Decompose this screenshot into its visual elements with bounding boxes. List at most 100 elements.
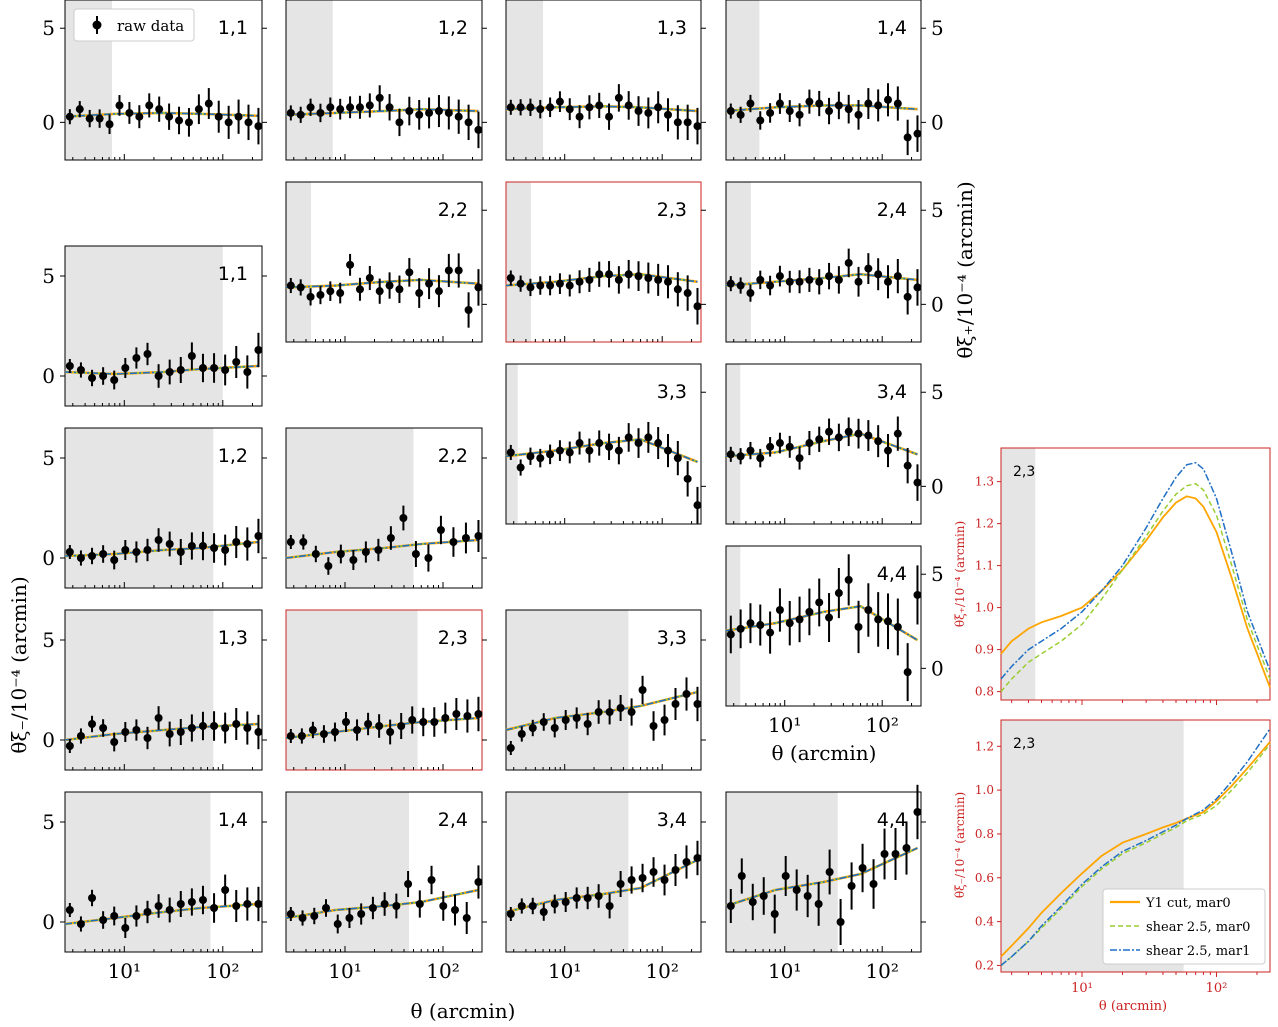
data-point (299, 538, 308, 546)
data-point (536, 281, 545, 290)
x-tick-label: 10¹ (548, 959, 581, 983)
xi-plus-panel-4-4: 4,4 0 5 10¹ 10² (725, 545, 944, 737)
data-point (165, 730, 174, 738)
data-point (214, 112, 223, 121)
data-point (854, 110, 863, 119)
y-tick-label: 0 (42, 546, 55, 570)
data-point (506, 744, 515, 752)
data-point (463, 712, 472, 720)
bin-label: 1,3 (657, 17, 687, 39)
data-point (785, 107, 794, 116)
xi-minus-panel-2-2: 2,2 (285, 427, 487, 589)
data-point (864, 264, 873, 273)
data-point (399, 514, 408, 522)
data-point (232, 358, 241, 366)
data-point (243, 724, 252, 732)
data-point (746, 99, 755, 108)
data-point (770, 910, 779, 918)
panel-frame (64, 0, 263, 161)
data-point (132, 548, 141, 556)
data-point (461, 534, 470, 542)
data-point (121, 924, 130, 932)
panel-frame (64, 427, 263, 589)
data-point (854, 429, 863, 438)
y-tick-label: 5 (931, 16, 944, 40)
data-point (903, 292, 912, 301)
data-point (683, 118, 692, 127)
data-point (575, 277, 584, 286)
x-tick-label: 10² (426, 959, 459, 983)
data-point (143, 734, 152, 742)
data-point (913, 808, 922, 816)
data-point (693, 501, 702, 510)
data-point (834, 433, 843, 442)
data-point (375, 93, 384, 102)
data-point (634, 439, 643, 448)
data-point (736, 452, 745, 461)
data-point (644, 433, 653, 442)
model-shear-mar1-line (505, 691, 698, 731)
legend-marker (92, 20, 102, 30)
data-point (353, 726, 362, 734)
data-point (585, 275, 594, 284)
data-point (286, 108, 295, 117)
data-point (605, 112, 614, 121)
scale-cut-mask (1001, 448, 1036, 700)
zoom-bin-label: 2,3 (1013, 464, 1035, 480)
zoom-y-tick-label: 1.2 (975, 517, 994, 531)
data-point (175, 116, 184, 125)
data-point (88, 374, 97, 382)
panel-frame (725, 363, 922, 525)
zoom-y-tick-label: 0.2 (975, 958, 994, 972)
data-point (795, 454, 804, 463)
zoom-legend-box (1102, 888, 1266, 965)
data-point (673, 118, 682, 127)
xi-plus-panel-3-3: 3,3 (505, 363, 706, 525)
y-tick-label: 5 (42, 16, 55, 40)
data-point (627, 876, 636, 884)
data-point (121, 364, 130, 372)
scale-cut-mask (506, 182, 531, 342)
data-point (319, 730, 328, 738)
data-point (254, 728, 263, 736)
data-point (204, 99, 213, 108)
data-point (397, 722, 406, 730)
data-point (594, 708, 603, 716)
data-point (385, 281, 394, 290)
data-point (254, 346, 263, 354)
data-point (415, 289, 424, 298)
data-point (76, 366, 85, 374)
zoom_xi_minus-panel: 0.2 0.4 0.6 0.8 1.0 1.2 10¹ 10² 2,3 (975, 719, 1271, 996)
data-point (883, 277, 892, 286)
data-point (805, 607, 814, 616)
bin-label: 3,3 (657, 381, 687, 403)
data-point (516, 463, 525, 472)
data-point (759, 892, 768, 900)
data-point (368, 904, 377, 912)
panel-frame (505, 181, 702, 343)
x-tick-label: 10² (865, 959, 898, 983)
data-point (726, 450, 735, 459)
legend-box (73, 8, 195, 42)
data-point (526, 103, 535, 112)
y-tick-label: 5 (931, 562, 944, 586)
data-point (395, 118, 404, 127)
data-point (746, 289, 755, 298)
data-point (746, 446, 755, 455)
data-point (539, 718, 548, 726)
bin-label: 1,1 (218, 17, 248, 39)
data-point (594, 892, 603, 900)
data-point (883, 446, 892, 455)
data-point (464, 118, 473, 127)
y-tick-label: 0 (931, 474, 944, 498)
data-point (198, 364, 207, 372)
data-point (365, 274, 374, 282)
data-point (506, 274, 515, 282)
data-point (874, 270, 883, 279)
data-point (154, 714, 163, 722)
data-point (775, 99, 784, 108)
data-point (869, 880, 878, 888)
data-point (308, 726, 317, 734)
data-point (449, 538, 458, 546)
data-point (663, 110, 672, 119)
